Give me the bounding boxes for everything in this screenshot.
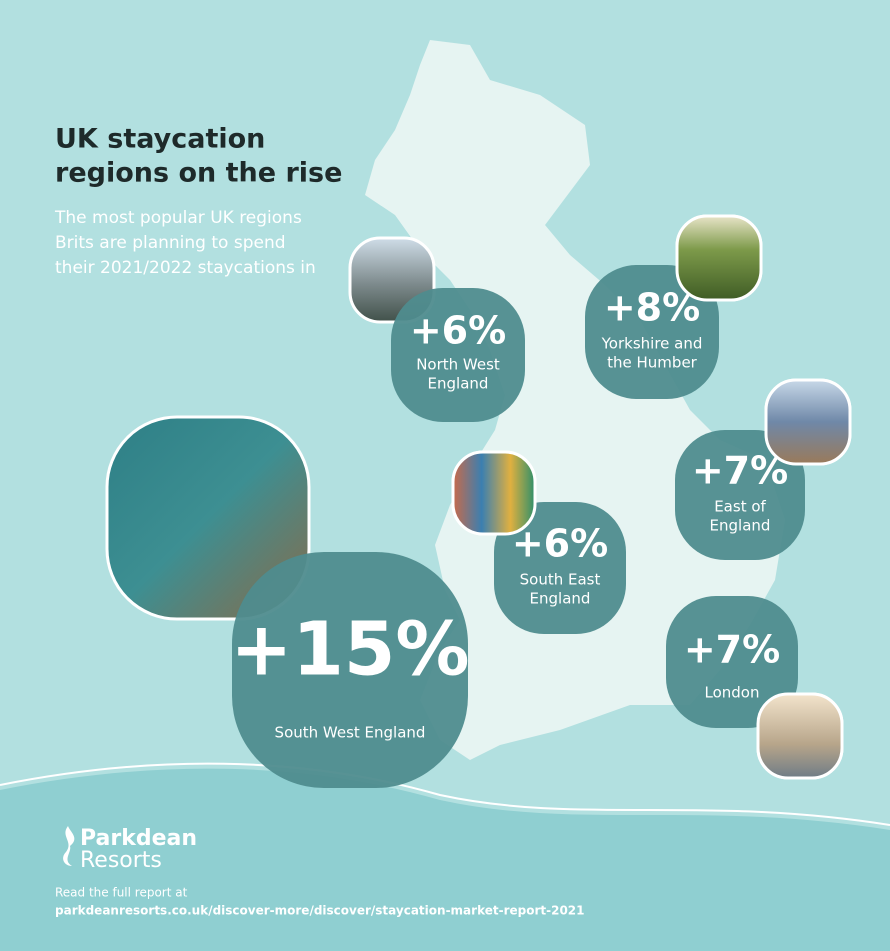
region-name: England bbox=[530, 590, 591, 608]
region-bubble bbox=[666, 596, 798, 728]
region-change: +7% bbox=[684, 628, 780, 672]
logo-text: Resorts bbox=[80, 848, 162, 873]
region-name: East of bbox=[714, 498, 766, 516]
logo-mark bbox=[63, 826, 75, 866]
region-name: South East bbox=[520, 571, 601, 589]
subtitle-line: their 2021/2022 staycations in bbox=[55, 258, 316, 278]
region-change: +6% bbox=[512, 522, 608, 566]
footer-wave bbox=[0, 768, 890, 951]
region-change: +15% bbox=[230, 607, 469, 693]
region-bubble bbox=[391, 288, 525, 422]
footer-note: Read the full report at bbox=[55, 886, 188, 900]
region-bubble bbox=[232, 552, 468, 788]
region-change: +6% bbox=[410, 309, 506, 353]
region-name: England bbox=[428, 375, 489, 393]
photo-beach-huts bbox=[451, 450, 537, 536]
region-bubble bbox=[494, 502, 626, 634]
wave-line bbox=[0, 762, 890, 826]
subtitle-line: Brits are planning to spend bbox=[55, 233, 286, 253]
region-name: England bbox=[710, 517, 771, 535]
uk-map bbox=[365, 40, 785, 760]
region-name: North West bbox=[416, 356, 500, 374]
subtitle-line: The most popular UK regions bbox=[54, 208, 302, 228]
region-bubble bbox=[675, 430, 805, 560]
region-bubble bbox=[585, 265, 719, 399]
region-name: London bbox=[705, 684, 760, 702]
region-change: +8% bbox=[604, 286, 700, 330]
photo-moors bbox=[675, 214, 763, 302]
region-name: the Humber bbox=[607, 354, 698, 372]
photo-coast bbox=[105, 415, 311, 621]
region-name: Yorkshire and bbox=[601, 335, 703, 353]
region-change: +7% bbox=[692, 449, 788, 493]
region-name: South West England bbox=[275, 724, 426, 742]
logo-text: Parkdean bbox=[80, 826, 197, 851]
photo-london bbox=[756, 692, 844, 780]
title-line: UK staycation bbox=[55, 124, 265, 155]
title-line: regions on the rise bbox=[55, 158, 342, 189]
footer-url[interactable]: parkdeanresorts.co.uk/discover-more/disc… bbox=[55, 904, 585, 918]
photo-deckchairs bbox=[764, 378, 852, 466]
